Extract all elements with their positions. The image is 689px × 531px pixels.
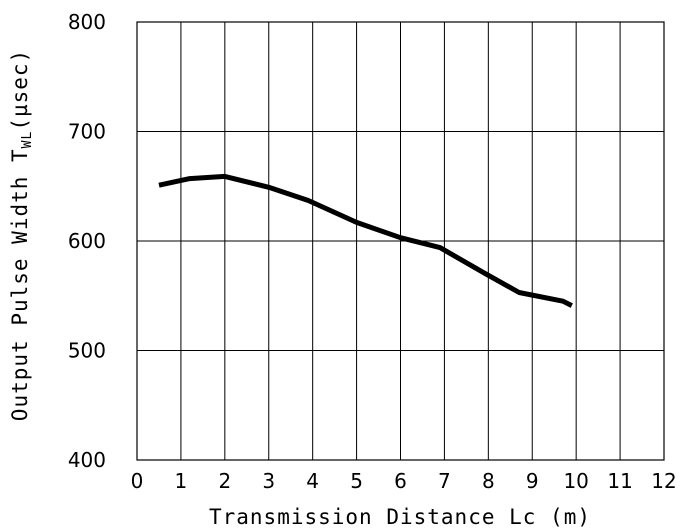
x-tick-label: 12	[651, 469, 676, 493]
y-tick-label: 400	[68, 448, 106, 472]
x-tick-label: 5	[350, 469, 363, 493]
y-tick-label: 700	[68, 120, 106, 144]
y-tick-label: 500	[68, 339, 106, 363]
x-tick-label: 7	[438, 469, 451, 493]
x-tick-label: 10	[563, 469, 588, 493]
x-tick-label: 2	[218, 469, 231, 493]
y-tick-label: 600	[68, 229, 106, 253]
x-tick-label: 8	[482, 469, 495, 493]
x-tick-label: 6	[394, 469, 407, 493]
series-group	[158, 173, 573, 308]
y-axis-label-unit: (µsec)	[8, 49, 32, 131]
x-tick-label: 0	[131, 469, 144, 493]
series-line	[158, 173, 573, 308]
y-tick-label: 800	[68, 10, 106, 34]
y-axis-label: Output Pulse Width TWL(µsec)	[8, 49, 35, 421]
grid	[136, 21, 665, 461]
x-tick-labels: 0 1 2 3 4 5 6 7 8 9 10 11 12	[131, 469, 677, 493]
y-tick-labels: 400 500 600 700 800	[68, 10, 106, 472]
y-axis-label-main: Output Pulse Width T	[8, 148, 32, 421]
x-tick-label: 9	[526, 469, 539, 493]
x-tick-label: 3	[262, 469, 275, 493]
y-axis-label-subscript: WL	[20, 131, 35, 149]
plot-frame	[136, 21, 665, 461]
x-tick-label: 1	[175, 469, 188, 493]
x-tick-label: 11	[607, 469, 632, 493]
x-axis-label: Transmission Distance Lc (m)	[209, 505, 591, 529]
x-tick-label: 4	[306, 469, 319, 493]
